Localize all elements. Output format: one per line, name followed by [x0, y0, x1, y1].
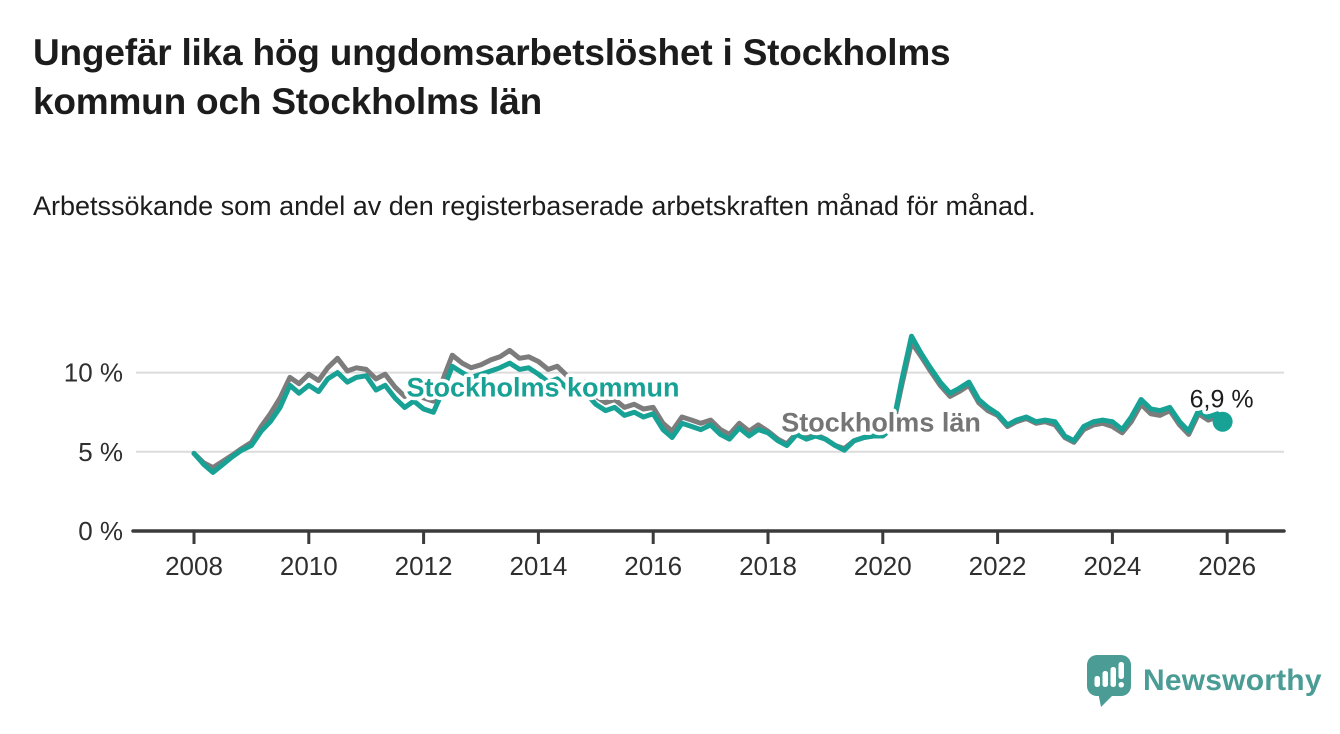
x-tick-label: 2012	[395, 551, 453, 581]
x-tick-label: 2018	[739, 551, 797, 581]
latest-value-dot	[1212, 411, 1233, 432]
x-tick-label: 2010	[280, 551, 338, 581]
logo-bubble-tail	[1098, 692, 1116, 707]
newsworthy-branding: Newsworthy	[1086, 654, 1322, 708]
x-tick-label: 2022	[969, 551, 1027, 581]
logo-bar-3	[1110, 667, 1116, 687]
x-tick-label: 2020	[854, 551, 912, 581]
series-line-stockholms-kommun	[191, 333, 1226, 475]
x-tick-label: 2008	[165, 551, 223, 581]
x-tick-label: 2026	[1198, 551, 1256, 581]
chart-subtitle: Arbetssökande som andel av den registerb…	[33, 191, 1036, 221]
chart-title: Ungefär lika hög ungdomsarbetslöshet i S…	[33, 32, 951, 122]
logo-bubble	[1087, 655, 1131, 696]
x-tick-label: 2024	[1083, 551, 1141, 581]
logo-bar-2	[1102, 671, 1108, 687]
series-label-stockholms-län: Stockholms län	[781, 407, 981, 437]
logo-exclamation-bar	[1118, 662, 1124, 679]
x-tick-label: 2016	[624, 551, 682, 581]
logo-exclamation-dot	[1118, 682, 1124, 688]
x-tick-label: 2014	[509, 551, 567, 581]
newsworthy-logo-text: Newsworthy	[1143, 664, 1322, 697]
latest-value-label: 6,9 %	[1190, 386, 1254, 414]
newsworthy-logo-icon	[1087, 655, 1131, 707]
series-line-stockholms-län	[191, 340, 1226, 471]
y-tick-label: 0 %	[78, 516, 123, 546]
logo-bar-1	[1094, 676, 1100, 687]
series-label-stockholms-kommun: Stockholms kommun	[406, 373, 679, 403]
y-tick-label: 10 %	[64, 358, 123, 388]
y-tick-label: 5 %	[78, 437, 123, 467]
